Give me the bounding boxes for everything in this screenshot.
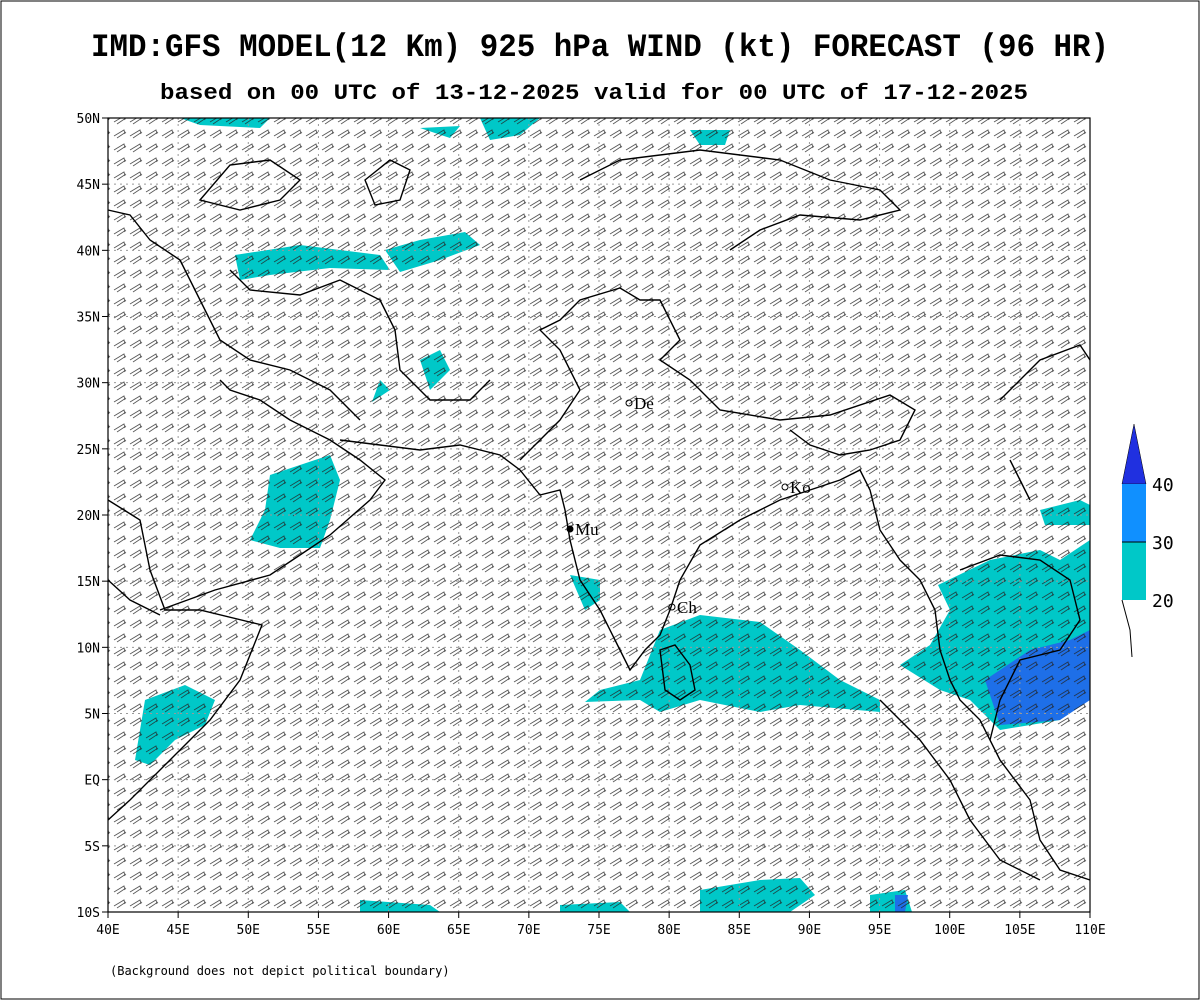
lon-label: 90E [798, 923, 821, 938]
city-label: Mu [575, 520, 599, 539]
lat-label: 25N [77, 443, 100, 458]
city-marker [668, 603, 676, 611]
title: IMD:GFS MODEL(12 Km) 925 hPa WIND (kt) F… [91, 29, 1109, 66]
legend-tail [1121, 599, 1133, 658]
lon-label: 55E [307, 923, 330, 938]
lon-label: 60E [377, 923, 400, 938]
city-marker [625, 399, 633, 407]
lat-label: EQ [84, 774, 100, 789]
lon-label: 100E [934, 923, 965, 938]
lon-label: 70E [517, 923, 540, 938]
subtitle: based on 00 UTC of 13-12-2025 valid for … [160, 81, 1028, 106]
city-marker [566, 525, 574, 533]
lat-label: 20N [77, 509, 100, 524]
lon-label: 65E [447, 923, 470, 938]
lat-label: 15N [77, 575, 100, 590]
lat-label: 10N [77, 641, 100, 656]
city-label: De [634, 394, 654, 413]
cities: De Ko Mu Ch [566, 394, 811, 617]
lat-label: 5N [84, 708, 100, 723]
city-label: Ch [677, 598, 697, 617]
lat-label: 10S [77, 906, 100, 921]
lon-label: 110E [1074, 923, 1105, 938]
lon-label: 50E [237, 923, 260, 938]
lon-label: 75E [587, 923, 610, 938]
lat-label: 40N [77, 244, 100, 259]
coastlines [107, 149, 1091, 881]
city-marker [781, 483, 789, 491]
lat-label: 35N [77, 311, 100, 326]
legend-label: 40 [1152, 475, 1174, 496]
grid [108, 118, 1090, 912]
lat-label: 50N [77, 112, 100, 127]
lon-label: 105E [1004, 923, 1035, 938]
lat-label: 30N [77, 377, 100, 392]
lon-label: 85E [728, 923, 751, 938]
city-label: Ko [790, 478, 811, 497]
lon-label: 40E [96, 923, 119, 938]
lat-label: 45N [77, 178, 100, 193]
legend-swatch [1122, 542, 1146, 600]
legend: 40 30 20 [1121, 423, 1174, 658]
lon-label: 45E [166, 923, 189, 938]
lat-label: 5S [84, 840, 100, 855]
legend-label: 30 [1152, 533, 1174, 554]
footnote: (Background does not depict political bo… [110, 964, 450, 978]
lon-label: 95E [868, 923, 891, 938]
lon-label: 80E [657, 923, 680, 938]
legend-swatch [1122, 484, 1146, 542]
legend-label: 20 [1152, 591, 1174, 612]
plot-area: De Ko Mu Ch [107, 117, 1091, 913]
